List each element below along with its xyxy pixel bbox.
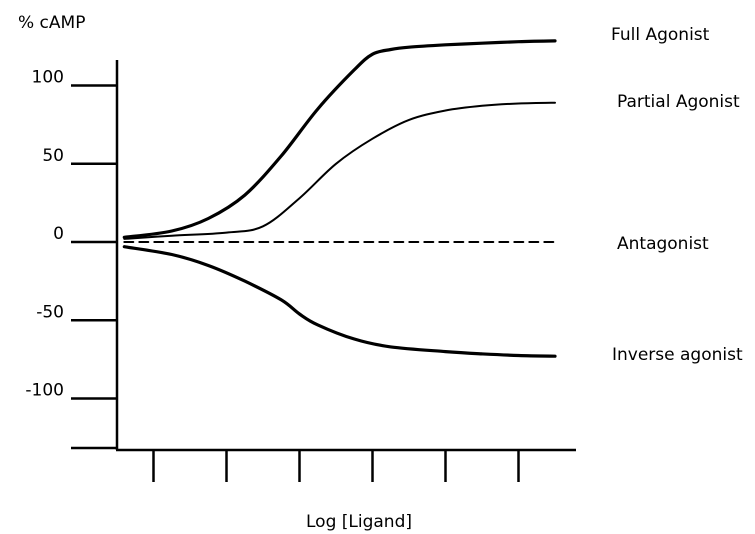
x-axis-label: Log [Ligand]	[306, 512, 412, 532]
y-tick-label: -50	[36, 302, 64, 322]
series-line-inverse-agonist	[122, 245, 557, 358]
series-line-full-agonist	[122, 39, 557, 239]
y-tick-label: -100	[25, 381, 64, 401]
y-tick-label: 0	[53, 224, 64, 244]
y-tick-label: 100	[32, 68, 64, 88]
y-axis-label: % cAMP	[18, 13, 85, 33]
axis-ticks: 100 50 0 -50 -100	[25, 68, 520, 482]
series-label-inverse-agonist: Inverse agonist	[612, 345, 743, 365]
series-label-full-agonist: Full Agonist	[611, 25, 710, 45]
series-label-partial-agonist: Partial Agonist	[617, 92, 740, 112]
chart-axes	[115, 60, 576, 452]
series-line-partial-agonist	[123, 101, 556, 240]
series-label-antagonist: Antagonist	[617, 234, 709, 254]
y-tick-label: 50	[42, 146, 64, 166]
series-lines	[122, 39, 557, 358]
series-labels: Full Agonist Partial Agonist Antagonist Inv…	[611, 25, 743, 365]
